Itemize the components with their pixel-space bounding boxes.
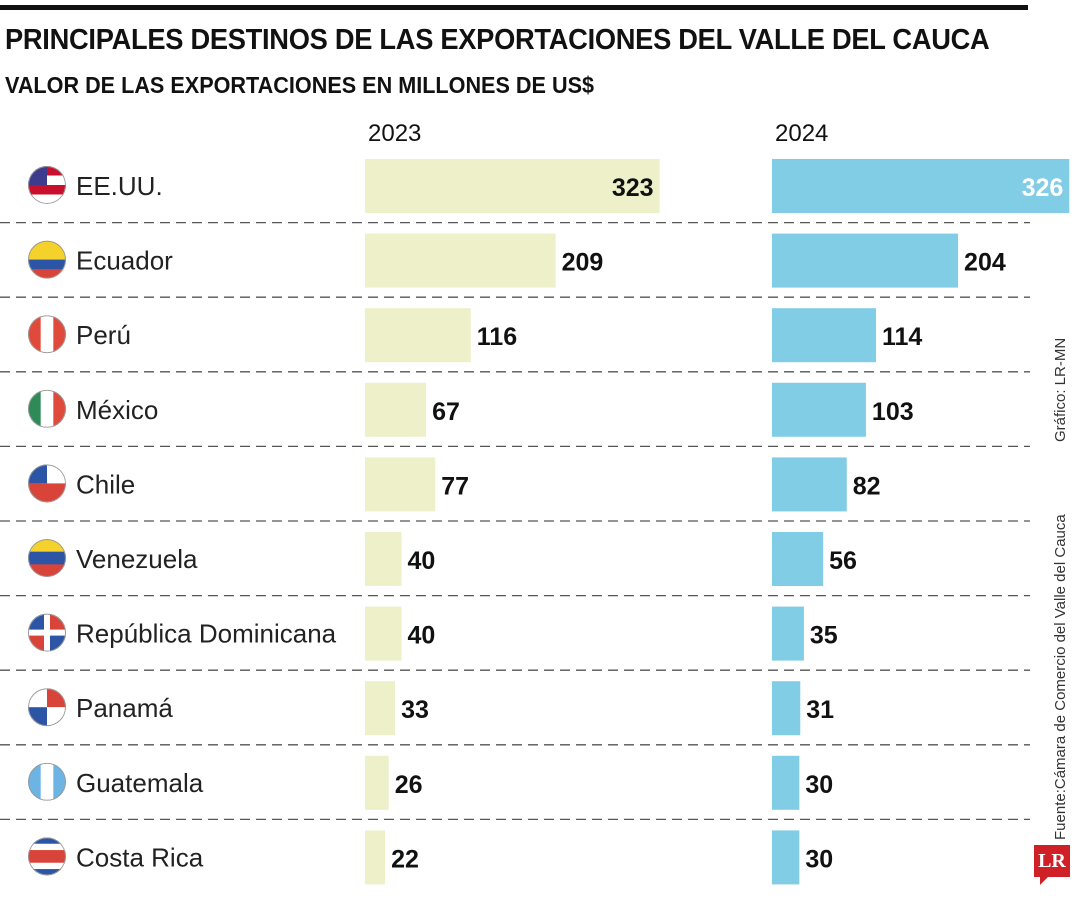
panama-flag-icon bbox=[28, 688, 66, 727]
guatemala-flag-icon bbox=[28, 762, 66, 801]
top-rule bbox=[0, 5, 1028, 10]
data-label-2023: 77 bbox=[441, 472, 469, 500]
category-label: Panamá bbox=[76, 693, 173, 723]
category-label: EE.UU. bbox=[76, 171, 163, 201]
bar-2023 bbox=[365, 233, 556, 288]
chart-subtitle: VALOR DE LAS EXPORTACIONES EN MILLONES D… bbox=[5, 72, 595, 98]
category-label: República Dominicana bbox=[76, 619, 337, 649]
data-label-2024: 204 bbox=[964, 249, 1006, 277]
us-flag-icon bbox=[28, 166, 66, 204]
mexico-flag-icon bbox=[28, 389, 66, 428]
data-label-2023: 26 bbox=[395, 771, 423, 799]
data-label-2023: 209 bbox=[562, 249, 604, 277]
bar-2024 bbox=[772, 457, 847, 512]
ecuador-flag-icon bbox=[28, 240, 66, 279]
bar-2024 bbox=[772, 755, 800, 810]
bar-2024 bbox=[772, 606, 804, 661]
category-label: Ecuador bbox=[76, 246, 173, 276]
category-label: Perú bbox=[76, 320, 131, 350]
costa-rica-flag-icon bbox=[28, 837, 66, 876]
chile-flag-icon bbox=[28, 464, 66, 503]
bar-2023 bbox=[365, 308, 471, 363]
category-label: Venezuela bbox=[76, 544, 198, 574]
data-label-2024: 103 bbox=[872, 398, 914, 426]
data-label-2023: 323 bbox=[612, 174, 654, 202]
data-label-2023: 40 bbox=[407, 622, 435, 650]
bar-2023 bbox=[365, 830, 386, 885]
bar-2024 bbox=[772, 830, 800, 885]
data-label-2023: 40 bbox=[407, 547, 435, 575]
data-label-2024: 114 bbox=[882, 323, 922, 351]
bar-2023 bbox=[365, 457, 436, 512]
category-label: Chile bbox=[76, 469, 135, 499]
bar-2023 bbox=[365, 532, 402, 586]
bar-2023 bbox=[365, 681, 396, 736]
bar-2023 bbox=[365, 159, 660, 213]
series-label-2023: 2023 bbox=[368, 120, 422, 147]
bar-2023 bbox=[365, 382, 427, 437]
category-label: México bbox=[76, 395, 158, 425]
dominican-republic-flag-icon bbox=[28, 613, 66, 652]
data-label-2024: 56 bbox=[829, 547, 857, 575]
peru-flag-icon bbox=[28, 315, 66, 354]
data-label-2023: 116 bbox=[477, 323, 517, 351]
data-label-2024: 35 bbox=[810, 622, 838, 650]
data-label-2024: 326 bbox=[1022, 174, 1064, 202]
lr-logo: LR bbox=[1034, 845, 1070, 885]
venezuela-flag-icon bbox=[28, 539, 66, 577]
credit: Gráfico: LR-MN bbox=[1052, 337, 1069, 442]
bar-2024 bbox=[772, 159, 1070, 213]
category-label: Guatemala bbox=[76, 768, 204, 798]
series-label-2024: 2024 bbox=[775, 120, 829, 147]
data-label-2024: 31 bbox=[806, 696, 834, 724]
category-label: Costa Rica bbox=[76, 842, 204, 872]
bar-2023 bbox=[365, 755, 389, 810]
data-label-2023: 33 bbox=[401, 696, 429, 724]
bar-2024 bbox=[772, 233, 959, 288]
data-label-2024: 30 bbox=[805, 845, 833, 873]
data-label-2023: 67 bbox=[432, 398, 460, 426]
data-label-2024: 82 bbox=[853, 472, 881, 500]
bar-2024 bbox=[772, 681, 801, 736]
source: Fuente:Cámara de Comercio del Valle del … bbox=[1052, 514, 1069, 840]
bar-2024 bbox=[772, 382, 866, 437]
bar-2024 bbox=[772, 308, 876, 363]
bar-2024 bbox=[772, 532, 824, 586]
bar-2023 bbox=[365, 606, 402, 661]
data-label-2024: 30 bbox=[805, 771, 833, 799]
chart-title: PRINCIPALES DESTINOS DE LAS EXPORTACIONE… bbox=[5, 24, 990, 56]
data-label-2023: 22 bbox=[391, 845, 419, 873]
